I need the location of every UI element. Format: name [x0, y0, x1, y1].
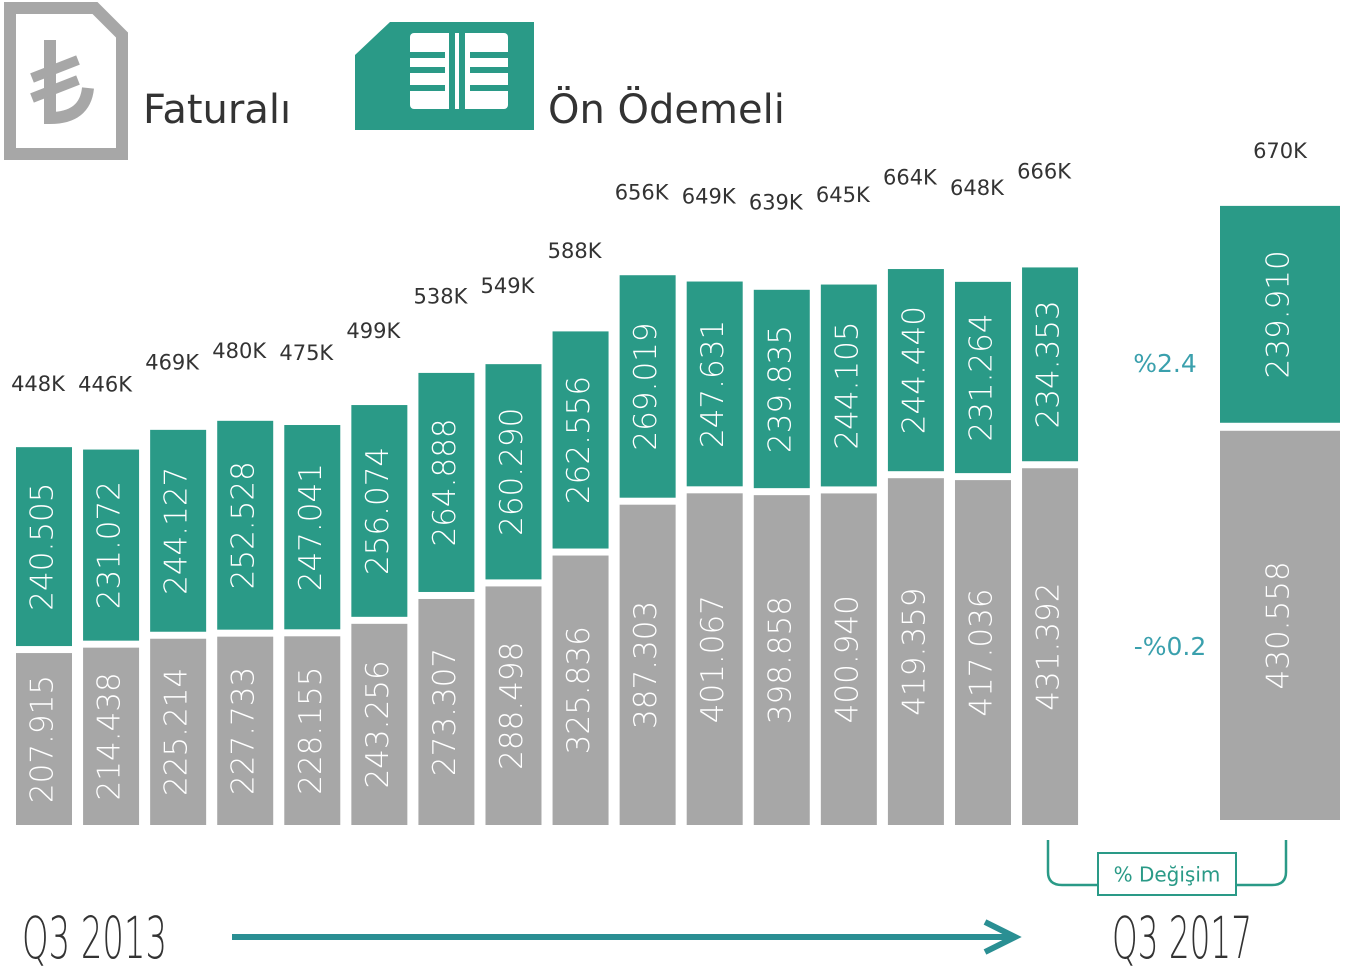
value-label: 417.036: [963, 588, 999, 716]
bar-segment: [1220, 205, 1340, 423]
total-label: 670K: [1253, 139, 1308, 163]
value-label: 239.910: [1261, 250, 1297, 378]
total-label: 649K: [682, 185, 737, 209]
bar-segment: [485, 586, 542, 825]
value-label: 260.290: [494, 408, 530, 536]
bar-segment: [686, 493, 743, 825]
bar-segment: [217, 420, 274, 630]
value-label: 401.067: [695, 595, 731, 723]
value-label: 256.074: [360, 447, 396, 575]
value-label: 243.256: [360, 660, 396, 788]
bar-segment: [619, 504, 676, 825]
total-label: 499K: [346, 319, 401, 343]
value-label: 244.105: [829, 321, 865, 449]
value-label: 288.498: [494, 642, 530, 770]
total-label: 639K: [749, 191, 804, 215]
bar-segment: [83, 647, 140, 825]
total-label: 666K: [1017, 159, 1072, 183]
value-label: 225.214: [159, 668, 195, 796]
value-label: 273.307: [427, 648, 463, 776]
value-label: 244.440: [896, 306, 932, 434]
value-label: 269.019: [628, 322, 664, 450]
bar-segment: [753, 289, 810, 489]
value-label: 387.303: [628, 601, 664, 729]
bar-segment: [284, 425, 341, 630]
start-label: Q3 2013: [22, 904, 167, 972]
value-label: 244.127: [159, 467, 195, 595]
total-label: 656K: [615, 180, 670, 204]
bar-segment: [887, 478, 944, 825]
bar-segment: [552, 555, 609, 825]
bar-segment: [1022, 267, 1079, 462]
bar-segment: [16, 447, 72, 647]
value-label: 207.915: [25, 675, 61, 803]
value-label: 430.558: [1261, 561, 1297, 689]
value-label: 264.888: [427, 418, 463, 546]
total-label: 475K: [279, 341, 334, 365]
bar-segment: [351, 623, 408, 825]
change-title: % Değişim: [1114, 863, 1221, 887]
bar-segment: [820, 493, 877, 825]
total-label: 480K: [212, 339, 267, 363]
value-label: 247.041: [293, 463, 329, 591]
total-label: 664K: [883, 165, 938, 189]
value-label: 247.631: [695, 320, 731, 448]
bar-segment: [16, 653, 72, 825]
value-label: 400.940: [829, 595, 865, 723]
bar-segment: [83, 449, 140, 641]
value-label: 231.072: [92, 481, 128, 609]
total-label: 538K: [413, 285, 468, 309]
bar-segment: [1220, 430, 1340, 820]
total-label: 446K: [78, 372, 133, 396]
legend-label: Faturalı: [143, 87, 291, 133]
total-label: 648K: [950, 176, 1005, 200]
value-label: 252.528: [226, 461, 262, 589]
bar-segment: [217, 636, 274, 825]
bar-segment: [150, 638, 207, 825]
total-label: 469K: [145, 350, 200, 374]
bar-segment: [485, 364, 542, 580]
value-label: 239.835: [762, 325, 798, 453]
bar-segment: [753, 495, 810, 825]
bar-segment: [619, 275, 676, 498]
bar-segment: [284, 636, 341, 825]
bar-segment: [418, 372, 475, 592]
value-label: 325.836: [561, 626, 597, 754]
value-label: 234.353: [1031, 300, 1067, 428]
value-label: 214.438: [92, 672, 128, 800]
total-label: 645K: [816, 183, 871, 207]
value-label: 231.264: [963, 313, 999, 441]
bar-segment: [954, 480, 1011, 825]
value-label: 228.155: [293, 667, 329, 795]
total-label: 448K: [11, 372, 66, 396]
legend-label: Ön Ödemeli: [548, 85, 785, 133]
bar-segment: [150, 429, 207, 632]
value-label: 419.359: [896, 587, 932, 715]
bar-segment: [552, 331, 609, 549]
value-label: 398.858: [762, 596, 798, 724]
value-label: 240.505: [25, 483, 61, 611]
bar-segment: [1022, 468, 1079, 825]
value-label: 262.556: [561, 376, 597, 504]
bar-segment: [418, 598, 475, 825]
change-label: %2.4: [1133, 349, 1197, 378]
postpaid-icon: [4, 2, 128, 160]
value-label: 431.392: [1031, 583, 1067, 711]
prepaid-icon: [355, 22, 534, 130]
total-label: 588K: [548, 239, 603, 263]
bar-segment: [820, 284, 877, 487]
total-label: 549K: [481, 274, 536, 298]
bar-segment: [686, 281, 743, 487]
bracket-box: [1097, 852, 1237, 896]
bar-segment: [351, 405, 408, 617]
time-arrow: [232, 919, 1022, 955]
change-label: -%0.2: [1134, 632, 1207, 661]
value-label: 227.733: [226, 667, 262, 795]
bar-segment: [954, 281, 1011, 474]
bar-segment: [887, 269, 944, 472]
end-label: Q3 2017: [1112, 904, 1252, 972]
